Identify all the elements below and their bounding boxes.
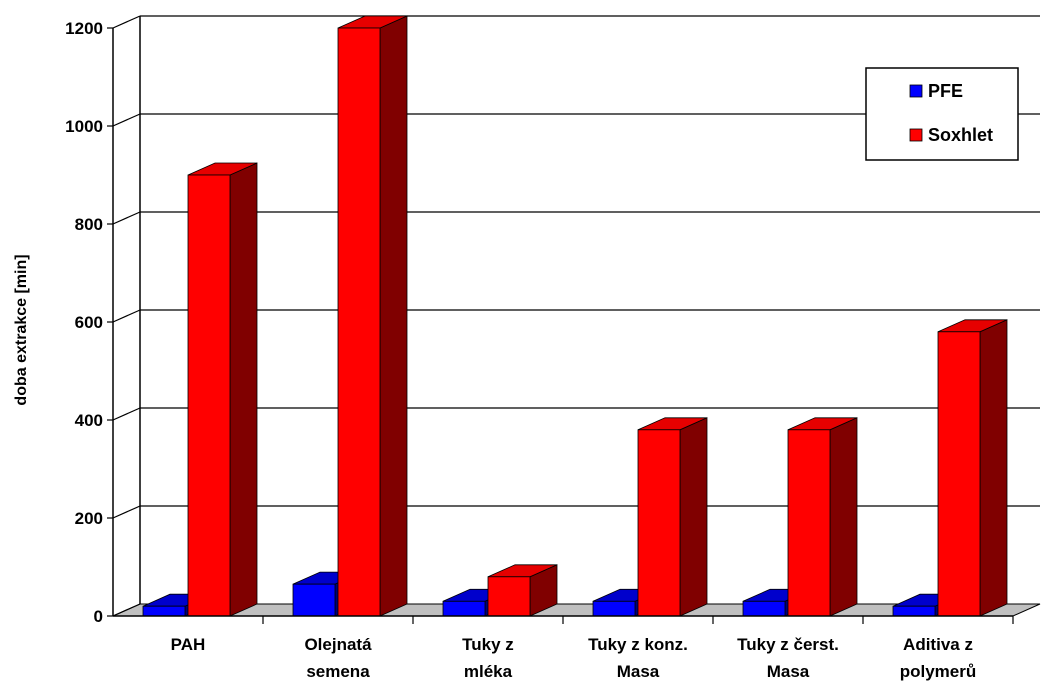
bar-front	[592, 600, 636, 617]
legend: PFE Soxhlet	[865, 67, 1019, 161]
x-tick-label: Aditiva z polymerů	[900, 635, 977, 681]
bar-front	[142, 605, 186, 617]
bar-side	[379, 15, 408, 617]
legend-label-soxhlet: Soxhlet	[928, 125, 993, 145]
y-tick-diagonal	[112, 505, 141, 519]
y-tick-label: 400	[75, 411, 103, 430]
legend-swatch-soxhlet	[909, 128, 923, 142]
bar-soxhlet	[637, 417, 708, 617]
bar-front	[442, 600, 486, 617]
y-tick-label: 600	[75, 313, 103, 332]
bar-front	[637, 429, 681, 617]
bar-soxhlet	[487, 564, 558, 617]
y-tick-diagonal	[112, 113, 141, 127]
y-axis-title: doba extrakce [min]	[13, 254, 30, 405]
bar-soxhlet	[337, 15, 408, 617]
bar-side	[829, 417, 858, 617]
y-tick-diagonal	[112, 211, 141, 225]
bar-front	[187, 174, 231, 617]
bar-front	[742, 600, 786, 617]
bar-front	[487, 576, 531, 617]
y-tick-diagonal	[112, 603, 141, 617]
x-tick-label: PAH	[171, 635, 206, 654]
bar-side	[229, 162, 258, 617]
bar-front	[892, 605, 936, 617]
bar-soxhlet	[187, 162, 258, 617]
y-tick-label: 1000	[65, 117, 103, 136]
y-tick-label: 200	[75, 509, 103, 528]
axes: 0 200 400 600 800 1000 1200 PAH Olejnatá semena Tu…	[65, 15, 1014, 681]
bar-soxhlet	[937, 319, 1008, 617]
bar-side	[979, 319, 1008, 617]
legend-box	[865, 67, 1019, 161]
y-tick-diagonal	[112, 15, 141, 29]
bar-side	[679, 417, 708, 617]
x-tick-label: Tuky z čerst. Masa	[737, 635, 839, 681]
bar-front	[787, 429, 831, 617]
y-tick-label: 1200	[65, 19, 103, 38]
y-tick-label: 0	[94, 607, 103, 626]
x-tick-label: Olejnatá semena	[304, 635, 372, 681]
legend-swatch-pfe	[909, 84, 923, 98]
y-tick-label: 800	[75, 215, 103, 234]
gridlines	[140, 15, 1040, 507]
bars	[142, 15, 1008, 617]
bar-front	[937, 331, 981, 617]
bar-soxhlet	[787, 417, 858, 617]
bar-front	[292, 583, 336, 617]
legend-label-pfe: PFE	[928, 81, 963, 101]
x-tick-label: Tuky z mléka	[462, 635, 514, 681]
y-tick-diagonal	[112, 407, 141, 421]
x-tick-label: Tuky z konz. Masa	[588, 635, 688, 681]
y-tick-diagonal	[112, 309, 141, 323]
bar-front	[337, 27, 381, 617]
